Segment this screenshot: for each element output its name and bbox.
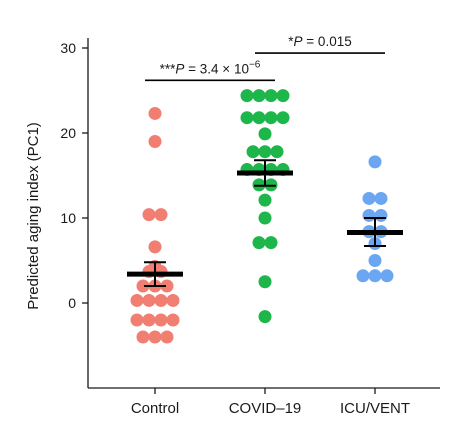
data-point — [276, 111, 290, 125]
data-point — [258, 127, 272, 141]
data-point — [130, 293, 144, 307]
p-value-label: ***P = 3.4 × 10−6 — [160, 59, 261, 76]
data-point — [252, 89, 266, 103]
data-point — [154, 313, 168, 327]
points-group — [130, 89, 394, 344]
x-tick-label: COVID–19 — [229, 400, 302, 417]
data-point — [142, 313, 156, 327]
data-point — [142, 208, 156, 222]
data-point — [252, 236, 266, 250]
y-ticks-group: 0 10 20 30 Control COVID–19 ICU/VENT — [60, 40, 410, 417]
data-point — [264, 111, 278, 125]
significance-group: ***P = 3.4 × 10−6 *P = 0.015 — [145, 34, 385, 82]
data-point — [374, 208, 388, 222]
data-point — [264, 236, 278, 250]
data-point — [130, 313, 144, 327]
data-point — [154, 208, 168, 222]
data-point — [356, 269, 370, 283]
data-point — [258, 310, 272, 324]
data-point — [362, 191, 376, 205]
x-tick-label: Control — [131, 400, 179, 417]
data-point — [136, 330, 150, 344]
data-point — [276, 89, 290, 103]
data-point — [142, 293, 156, 307]
data-point — [368, 269, 382, 283]
data-point — [240, 89, 254, 103]
data-point — [166, 293, 180, 307]
y-tick-label: 0 — [68, 295, 76, 311]
data-point — [148, 106, 162, 120]
data-point — [264, 89, 278, 103]
data-point — [374, 191, 388, 205]
data-point — [258, 193, 272, 207]
data-point — [154, 293, 168, 307]
data-point — [368, 254, 382, 267]
data-point — [160, 279, 174, 293]
y-tick-label: 10 — [60, 210, 76, 226]
y-axis-label: Predicted aging index (PC1) — [25, 122, 42, 310]
y-tick-label: 30 — [60, 40, 76, 56]
data-point — [246, 145, 260, 159]
data-point — [148, 330, 162, 344]
axes-group — [87, 38, 440, 389]
data-point — [258, 145, 272, 159]
data-point — [270, 145, 284, 159]
data-point — [166, 313, 180, 327]
data-point — [148, 240, 162, 254]
p-value-label: *P = 0.015 — [288, 34, 351, 49]
y-tick-label: 20 — [60, 125, 76, 141]
data-point — [258, 275, 272, 289]
data-point — [362, 208, 376, 222]
x-tick-label: ICU/VENT — [340, 400, 410, 417]
data-point — [160, 330, 174, 344]
data-point — [258, 211, 272, 225]
mean-sem-group — [127, 159, 403, 287]
data-point — [380, 269, 394, 283]
data-point — [148, 135, 162, 148]
data-point — [368, 155, 382, 169]
data-point — [136, 279, 150, 293]
data-point — [240, 111, 254, 125]
data-point — [252, 111, 266, 125]
